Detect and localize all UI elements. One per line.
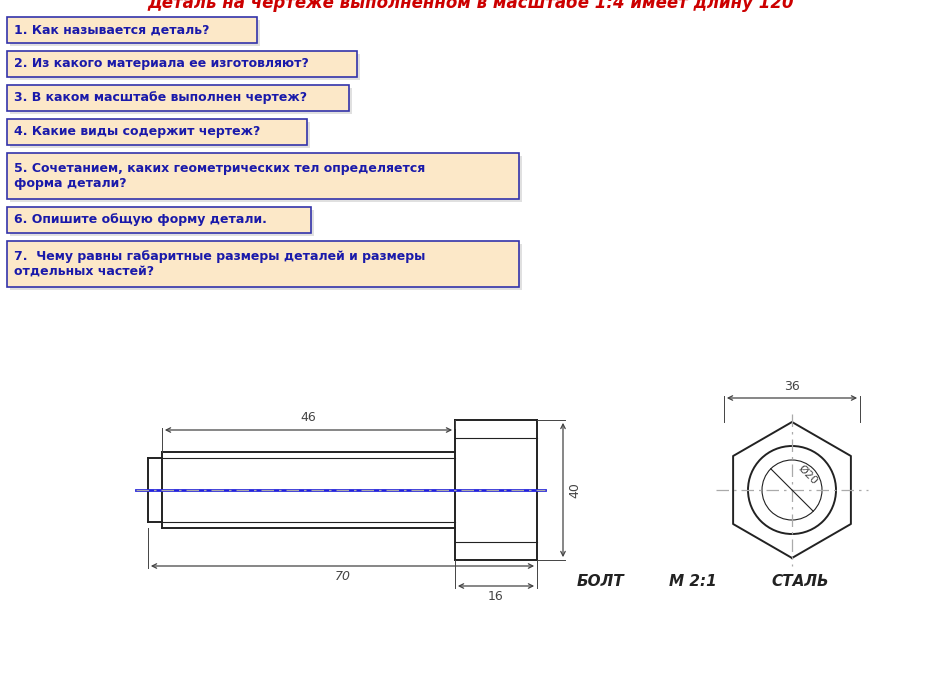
FancyBboxPatch shape (10, 244, 522, 290)
FancyBboxPatch shape (7, 207, 311, 233)
FancyBboxPatch shape (7, 51, 357, 77)
FancyBboxPatch shape (7, 241, 519, 287)
Text: 16: 16 (488, 590, 504, 603)
Text: 46: 46 (301, 411, 316, 424)
Text: БОЛТ: БОЛТ (576, 575, 624, 590)
Text: 3. В каком масштабе выполнен чертеж?: 3. В каком масштабе выполнен чертеж? (14, 92, 307, 105)
FancyBboxPatch shape (10, 210, 314, 236)
FancyBboxPatch shape (10, 122, 310, 148)
FancyBboxPatch shape (10, 156, 522, 202)
FancyBboxPatch shape (7, 85, 349, 111)
Text: СТАЛЬ: СТАЛЬ (771, 575, 829, 590)
FancyBboxPatch shape (7, 119, 307, 145)
Text: 5. Сочетанием, каких геометрических тел определяется
форма детали?: 5. Сочетанием, каких геометрических тел … (14, 162, 425, 190)
Text: 4. Какие виды содержит чертеж?: 4. Какие виды содержит чертеж? (14, 125, 260, 138)
FancyBboxPatch shape (10, 20, 260, 46)
Text: 1. Как называется деталь?: 1. Как называется деталь? (14, 23, 209, 36)
Text: Ø20: Ø20 (796, 463, 819, 486)
FancyBboxPatch shape (10, 88, 352, 114)
Text: M 2:1: M 2:1 (670, 575, 717, 590)
Text: 7.  Чему равны габаритные размеры деталей и размеры
отдельных частей?: 7. Чему равны габаритные размеры деталей… (14, 250, 425, 278)
Text: Деталь на чертеже выполненном в масштабе 1:4 имеет длину 120: Деталь на чертеже выполненном в масштабе… (148, 0, 794, 12)
Text: 2. Из какого материала ее изготовляют?: 2. Из какого материала ее изготовляют? (14, 57, 309, 70)
FancyBboxPatch shape (7, 153, 519, 199)
FancyBboxPatch shape (10, 54, 360, 80)
Text: 40: 40 (568, 482, 581, 498)
Text: 36: 36 (785, 380, 800, 393)
Text: 70: 70 (335, 570, 351, 583)
Text: 6. Опишите общую форму детали.: 6. Опишите общую форму детали. (14, 213, 267, 226)
FancyBboxPatch shape (7, 17, 257, 43)
